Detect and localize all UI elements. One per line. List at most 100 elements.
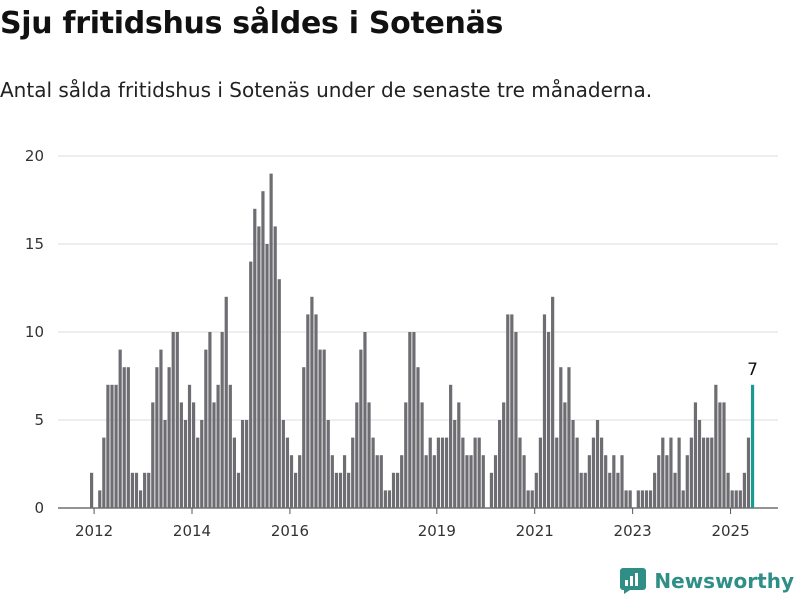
bar: [200, 420, 204, 508]
bar: [183, 420, 188, 508]
bar: [416, 367, 420, 508]
bar: [546, 332, 551, 508]
bar: [461, 437, 465, 508]
bar: [604, 455, 608, 508]
x-tick-label: 2014: [173, 522, 211, 540]
bar: [363, 332, 367, 508]
y-tick-label: 15: [25, 235, 44, 253]
bar: [151, 402, 155, 508]
y-tick-label: 5: [34, 411, 44, 429]
bar: [196, 437, 200, 508]
bar: [281, 420, 285, 508]
bar: [693, 402, 698, 508]
bar: [571, 420, 575, 508]
bar: [510, 314, 514, 508]
bar: [367, 402, 371, 508]
bar: [440, 437, 445, 508]
bar: [134, 472, 139, 508]
bar: [493, 455, 498, 508]
bar: [212, 402, 216, 508]
page-title: Sju fritidshus såldes i Sotenäs: [0, 6, 504, 41]
x-tick-label: 2019: [418, 522, 456, 540]
bar: [616, 472, 620, 508]
bar: [502, 402, 506, 508]
x-tick-label: 2012: [75, 522, 113, 540]
bar: [542, 314, 547, 508]
bar: [102, 437, 106, 508]
bar: [661, 437, 665, 508]
bar: [628, 490, 632, 508]
bar: [159, 349, 163, 508]
bar: [167, 367, 171, 508]
bar: [171, 332, 175, 508]
bar: [294, 472, 298, 508]
bar: [347, 472, 351, 508]
bar: [673, 472, 677, 508]
bar: [653, 472, 657, 508]
bar: [697, 420, 702, 508]
bar: [473, 437, 477, 508]
bar: [391, 472, 396, 508]
bar: [236, 472, 241, 508]
bar: [477, 437, 481, 508]
bar: [408, 332, 412, 508]
bar: [371, 437, 375, 508]
bar: [620, 455, 624, 508]
bar: [240, 420, 245, 508]
bar: [722, 402, 726, 508]
bar-highlight: [750, 384, 755, 508]
bar: [375, 455, 379, 508]
bar: [326, 420, 330, 508]
bar: [228, 384, 232, 508]
bar: [249, 261, 253, 508]
bar: [387, 490, 392, 508]
bar: [534, 472, 538, 508]
bar: [579, 472, 583, 508]
bar: [432, 455, 436, 508]
bar: [706, 437, 710, 508]
bar: [583, 472, 587, 508]
bar: [163, 420, 167, 508]
bar: [469, 455, 473, 508]
bar: [718, 402, 722, 508]
bar: [526, 490, 530, 508]
bar: [90, 472, 94, 508]
bar: [277, 279, 281, 508]
x-tick-label: 2021: [516, 522, 554, 540]
bar: [175, 332, 179, 508]
bar: [187, 384, 192, 508]
bar: [412, 332, 416, 508]
bar: [518, 437, 522, 508]
bar: [122, 367, 126, 508]
bar: [138, 490, 143, 508]
bar: [298, 455, 302, 508]
bar: [575, 437, 579, 508]
bar: [143, 472, 147, 508]
bar: [530, 490, 534, 508]
bar: [420, 402, 424, 508]
bar: [436, 437, 440, 508]
bar: [232, 437, 236, 508]
bar: [261, 191, 265, 508]
bar: [444, 437, 449, 508]
bar-chart: 0 5 10 15 20 2012 2014 2016 2019 2021 2023 2025 7: [25, 147, 778, 540]
bar: [657, 455, 661, 508]
bar: [677, 437, 681, 508]
bar: [310, 296, 314, 508]
bar: [600, 437, 604, 508]
bar: [118, 349, 122, 508]
last-value-label: 7: [747, 360, 758, 380]
bar: [746, 437, 751, 508]
bar: [383, 490, 387, 508]
bar: [608, 472, 612, 508]
bar: [396, 472, 400, 508]
bar: [114, 384, 118, 508]
bar: [334, 472, 338, 508]
bar: [587, 455, 591, 508]
bar: [265, 244, 269, 508]
x-tick-label: 2016: [271, 522, 309, 540]
bar: [192, 402, 196, 508]
bar: [216, 384, 220, 508]
bar: [465, 455, 469, 508]
bar: [730, 490, 734, 508]
